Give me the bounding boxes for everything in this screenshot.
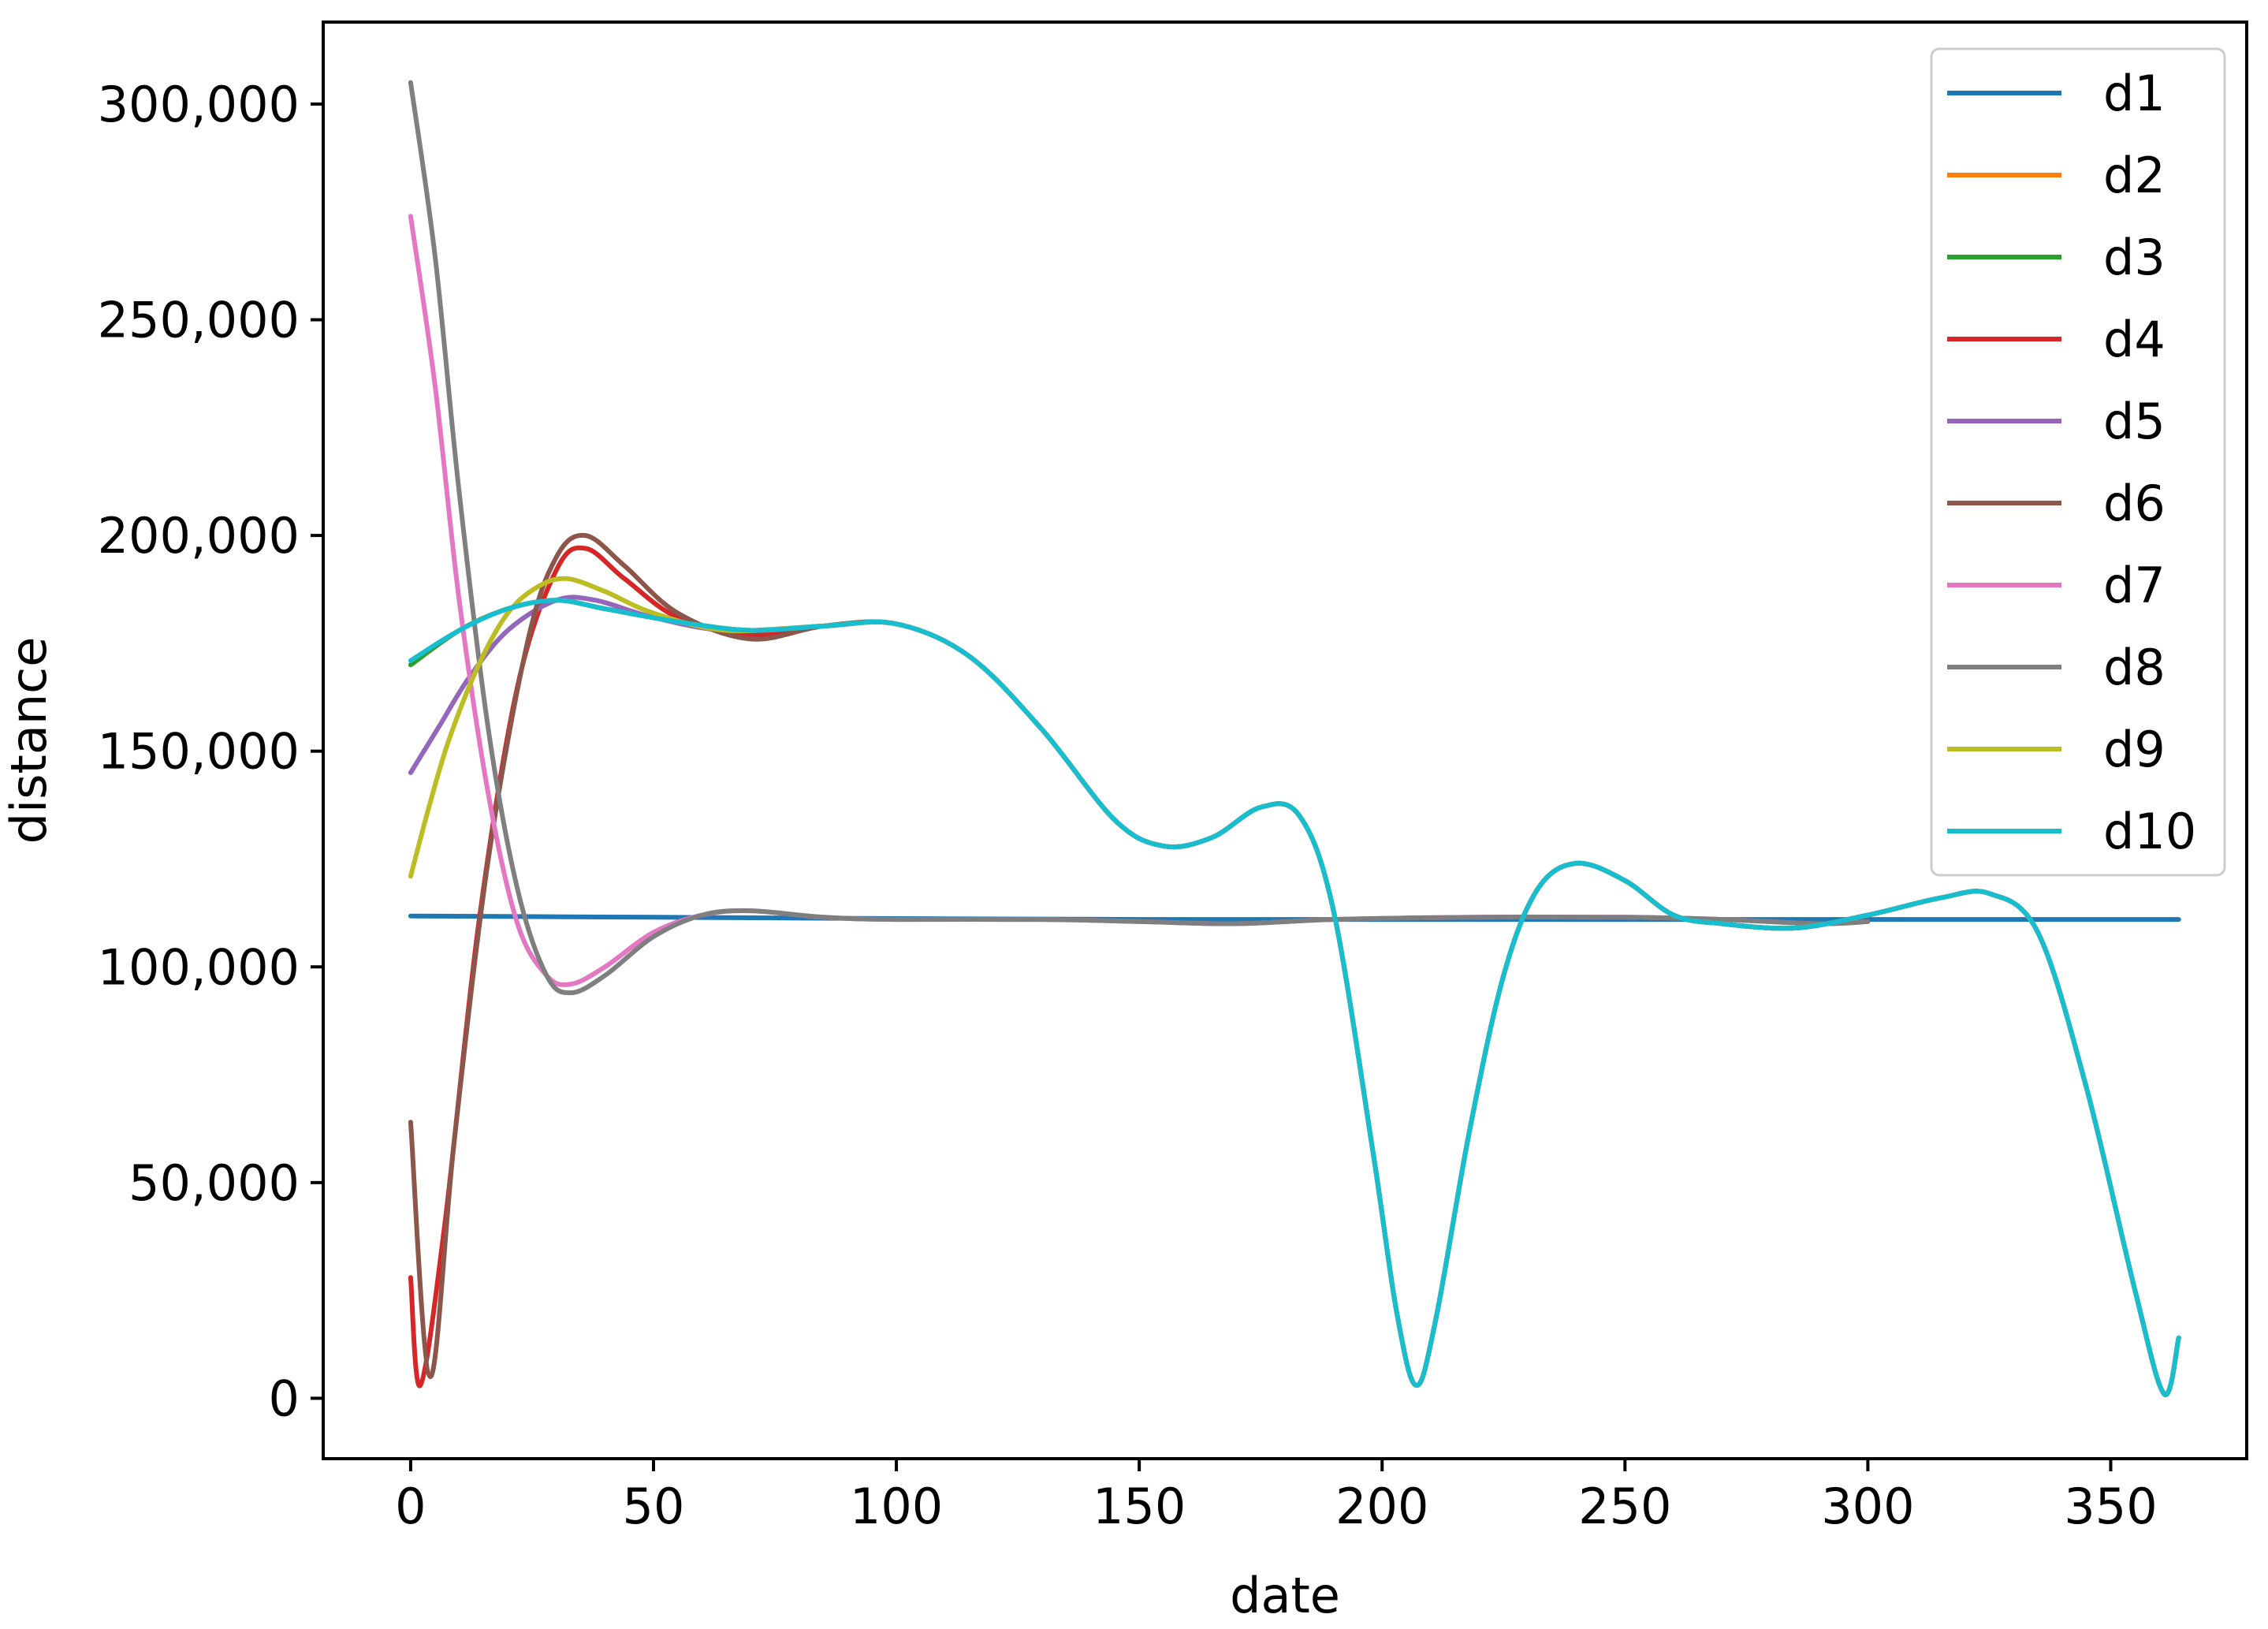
legend-items: d1 d2 d3 d4 d5 d6 d7 d8 d9 d10 [1947, 65, 2196, 860]
legend-label-d2: d2 [2103, 147, 2166, 204]
x-tick-label: 250 [1578, 1478, 1671, 1535]
y-axis: 0 50,000 100,000 150,000 200,000 250,000 300,0… [98, 76, 323, 1427]
series-line-d8 [408, 80, 1871, 996]
y-tick-label: 150,000 [98, 723, 300, 781]
series-layer [408, 80, 2181, 1397]
x-tick-label: 300 [1821, 1478, 1914, 1535]
y-tick-label: 100,000 [98, 938, 300, 996]
legend-label-d4: d4 [2103, 311, 2166, 368]
legend-label-d6: d6 [2103, 475, 2166, 532]
x-tick-label: 200 [1335, 1478, 1428, 1535]
x-tick-label: 100 [850, 1478, 943, 1535]
y-tick-label: 0 [269, 1370, 300, 1427]
y-axis-label: distance [0, 637, 58, 844]
x-axis: 0 50 100 150 200 250 300 350 [395, 1459, 2158, 1535]
y-tick-label: 250,000 [98, 292, 300, 349]
legend: d1 d2 d3 d4 d5 d6 d7 d8 d9 d10 [1930, 47, 2226, 877]
legend-label-d3: d3 [2103, 229, 2166, 286]
legend-label-d9: d9 [2103, 721, 2166, 778]
x-tick-label: 50 [623, 1478, 685, 1535]
legend-label-d8: d8 [2103, 639, 2166, 696]
x-tick-label: 0 [395, 1478, 426, 1535]
y-tick-label: 300,000 [98, 76, 300, 133]
plot-frame [322, 21, 2248, 1460]
series-line-d10 [408, 598, 2181, 1397]
legend-label-d10: d10 [2103, 803, 2196, 860]
legend-label-d1: d1 [2103, 65, 2166, 122]
x-tick-label: 350 [2064, 1478, 2157, 1535]
legend-label-d7: d7 [2103, 557, 2166, 614]
y-tick-label: 50,000 [128, 1154, 300, 1212]
legend-label-d5: d5 [2103, 393, 2166, 450]
x-axis-label: date [1230, 1567, 1340, 1624]
y-tick-label: 200,000 [98, 507, 300, 565]
x-tick-label: 150 [1093, 1478, 1186, 1535]
